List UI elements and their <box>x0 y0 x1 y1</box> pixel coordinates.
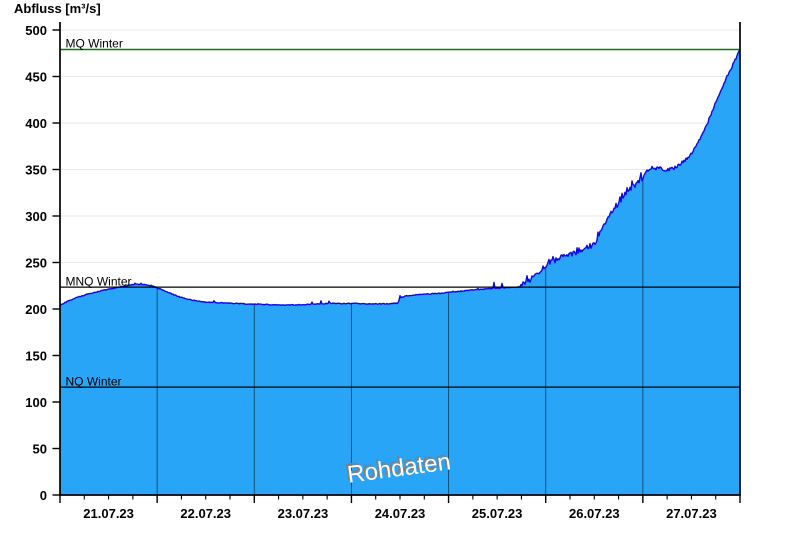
svg-text:50: 50 <box>33 442 47 457</box>
svg-text:500: 500 <box>25 23 47 38</box>
svg-text:150: 150 <box>25 349 47 364</box>
svg-text:300: 300 <box>25 209 47 224</box>
svg-text:400: 400 <box>25 116 47 131</box>
svg-text:350: 350 <box>25 163 47 178</box>
svg-text:250: 250 <box>25 256 47 271</box>
svg-text:23.07.23: 23.07.23 <box>278 506 329 521</box>
svg-text:27.07.23: 27.07.23 <box>666 506 717 521</box>
svg-text:100: 100 <box>25 395 47 410</box>
svg-text:26.07.23: 26.07.23 <box>569 506 620 521</box>
svg-text:24.07.23: 24.07.23 <box>375 506 426 521</box>
svg-text:NQ Winter: NQ Winter <box>66 375 122 389</box>
svg-text:MNQ Winter: MNQ Winter <box>66 275 132 289</box>
svg-text:450: 450 <box>25 70 47 85</box>
svg-text:25.07.23: 25.07.23 <box>472 506 523 521</box>
svg-text:21.07.23: 21.07.23 <box>83 506 134 521</box>
svg-text:MQ Winter: MQ Winter <box>66 37 123 51</box>
svg-text:22.07.23: 22.07.23 <box>180 506 231 521</box>
svg-text:Abfluss [m³/s]: Abfluss [m³/s] <box>14 1 101 16</box>
svg-text:0: 0 <box>40 488 47 503</box>
svg-text:200: 200 <box>25 302 47 317</box>
